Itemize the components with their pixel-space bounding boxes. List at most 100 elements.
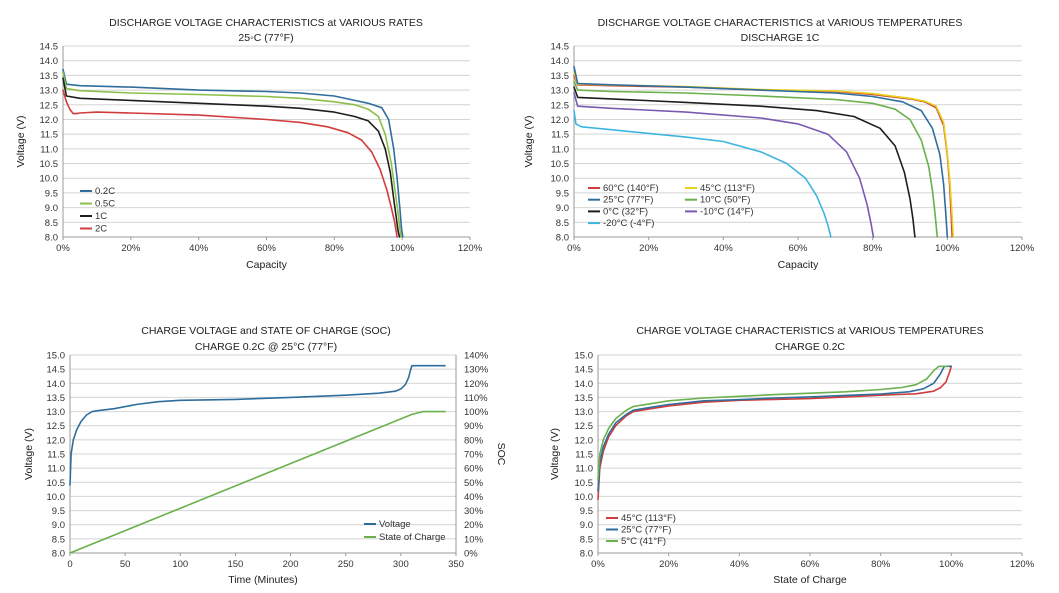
y2-tick-label: 130% — [464, 365, 489, 376]
y-tick-label: 10.5 — [551, 159, 570, 170]
legend-label: 0.5C — [95, 199, 115, 210]
y-tick-label: 15.0 — [575, 351, 594, 362]
series-line — [69, 364, 446, 486]
x-tick-label: 300 — [393, 559, 409, 570]
legend-label: -10°C (14°F) — [700, 206, 754, 217]
x-tick-label: 40% — [189, 243, 209, 254]
y2-tick-label: 70% — [464, 450, 484, 461]
y-axis-label: Voltage (V) — [23, 428, 35, 480]
chart-2: DISCHARGE VOLTAGE CHARACTERISTICS at VAR… — [523, 17, 1035, 271]
x-tick-label: 0% — [56, 243, 70, 254]
y-tick-label: 10.0 — [40, 174, 59, 185]
y-tick-label: 12.0 — [551, 115, 570, 126]
y-tick-label: 11.5 — [575, 450, 593, 461]
x-tick-label: 60% — [800, 559, 820, 570]
chart-title: CHARGE VOLTAGE and STATE OF CHARGE (SOC) — [141, 325, 391, 337]
y-tick-label: 12.5 — [47, 421, 66, 432]
y2-tick-label: 60% — [464, 464, 484, 475]
x-tick-label: 200 — [283, 559, 299, 570]
x-tick-label: 50 — [120, 559, 131, 570]
series-line — [597, 365, 953, 501]
chart-subtitle: 25◦C (77°F) — [238, 32, 293, 44]
series-line — [62, 89, 398, 238]
y2-tick-label: 80% — [464, 435, 484, 446]
y-tick-label: 8.5 — [45, 218, 58, 229]
x-tick-label: 60% — [788, 243, 808, 254]
x-tick-label: 100 — [172, 559, 188, 570]
y-tick-label: 14.5 — [47, 365, 66, 376]
legend-label: 10°C (50°F) — [700, 195, 750, 206]
y-tick-label: 9.5 — [45, 188, 58, 199]
x-tick-label: 0 — [67, 559, 72, 570]
legend-label: -20°C (-4°F) — [603, 218, 654, 229]
x-tick-label: 40% — [730, 559, 750, 570]
y-tick-label: 12.5 — [575, 421, 594, 432]
x-tick-label: 350 — [448, 559, 464, 570]
x-tick-label: 60% — [257, 243, 277, 254]
x-axis-label: State of Charge — [773, 574, 847, 586]
x-tick-label: 100% — [935, 243, 960, 254]
y-tick-label: 10.5 — [575, 478, 594, 489]
x-tick-label: 80% — [871, 559, 891, 570]
x-tick-label: 150 — [227, 559, 243, 570]
y-tick-label: 9.5 — [52, 506, 65, 517]
y-tick-label: 14.5 — [551, 42, 570, 53]
x-tick-label: 20% — [659, 559, 679, 570]
y-tick-label: 8.0 — [556, 233, 569, 244]
legend-label: State of Charge — [379, 532, 446, 543]
x-tick-label: 250 — [338, 559, 354, 570]
chart-3: CHARGE VOLTAGE and STATE OF CHARGE (SOC)… — [23, 325, 507, 586]
x-tick-label: 80% — [325, 243, 345, 254]
y2-tick-label: 10% — [464, 534, 484, 545]
legend-label: 45°C (113°F) — [700, 183, 755, 194]
x-tick-label: 40% — [714, 243, 734, 254]
y-tick-label: 14.0 — [47, 379, 66, 390]
y-tick-label: 11.5 — [47, 450, 65, 461]
x-tick-label: 20% — [121, 243, 141, 254]
series-line — [573, 86, 916, 238]
y-tick-label: 11.0 — [40, 144, 58, 155]
series-line — [597, 365, 949, 481]
y-tick-label: 10.0 — [551, 174, 570, 185]
y-tick-label: 11.0 — [47, 464, 65, 475]
y-tick-label: 15.0 — [47, 351, 66, 362]
chart-title: DISCHARGE VOLTAGE CHARACTERISTICS at VAR… — [109, 17, 423, 29]
y-axis-label: Voltage (V) — [15, 116, 27, 168]
y2-tick-label: 0% — [464, 549, 478, 560]
y-tick-label: 9.0 — [556, 203, 569, 214]
y-tick-label: 13.0 — [551, 86, 570, 97]
y2-tick-label: 110% — [464, 393, 488, 404]
chart-subtitle: CHARGE 0.2C — [775, 341, 845, 353]
y-tick-label: 14.5 — [575, 365, 594, 376]
y-axis-label: Voltage (V) — [549, 428, 561, 480]
y-tick-label: 14.0 — [551, 56, 570, 67]
y-tick-label: 12.5 — [40, 100, 59, 111]
x-tick-label: 0% — [591, 559, 605, 570]
series-line — [62, 68, 404, 238]
y-tick-label: 9.0 — [52, 520, 65, 531]
x-axis-label: Time (Minutes) — [228, 574, 298, 586]
y-tick-label: 13.5 — [551, 71, 570, 82]
y-tick-label: 8.5 — [52, 534, 65, 545]
y-tick-label: 8.5 — [556, 218, 569, 229]
chart-1: DISCHARGE VOLTAGE CHARACTERISTICS at VAR… — [15, 17, 483, 271]
x-tick-label: 120% — [1010, 243, 1035, 254]
y-tick-label: 8.0 — [580, 549, 593, 560]
legend-label: 1C — [95, 211, 107, 222]
y-tick-label: 13.5 — [575, 393, 594, 404]
y2-tick-label: 100% — [464, 407, 489, 418]
y-tick-label: 13.5 — [47, 393, 66, 404]
series-line — [573, 80, 939, 238]
y-tick-label: 9.5 — [556, 188, 569, 199]
legend-label: 0°C (32°F) — [603, 206, 648, 217]
series-line — [573, 109, 832, 238]
y-tick-label: 10.0 — [47, 492, 66, 503]
y-tick-label: 9.0 — [580, 520, 593, 531]
y-tick-label: 12.0 — [47, 435, 66, 446]
legend-label: 0.2C — [95, 186, 115, 197]
y-tick-label: 12.5 — [551, 100, 570, 111]
y-tick-label: 10.0 — [575, 492, 594, 503]
x-tick-label: 120% — [1010, 559, 1035, 570]
chart-title: DISCHARGE VOLTAGE CHARACTERISTICS at VAR… — [598, 17, 963, 29]
